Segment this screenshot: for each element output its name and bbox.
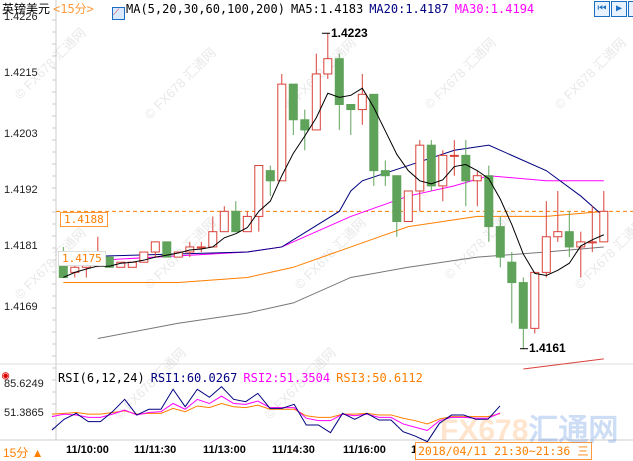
ma-header: ⟋ MA(5,20,30,60,100,200) MA5:1.4183 MA20:1.… [112,1,540,20]
low-annotation: 1.4161 [529,341,566,355]
candle-up [173,251,183,258]
y-tick-label: 1.4192 [4,183,38,196]
ma20-line [63,144,605,258]
period-label[interactable]: <15分> [53,2,94,16]
candle-up [438,154,448,187]
ref-price-label: 1.4175 [58,251,106,266]
candle-up [449,154,459,157]
candle-up [127,261,137,268]
candle-down [426,144,436,187]
candle-down [265,170,275,182]
ma-label: MA(5,20,30,60,100,200) [126,2,285,16]
first-page-icon[interactable]: ⏮ [594,1,610,17]
ma5-line [63,87,605,278]
candle-up [553,231,563,238]
candle-up [576,241,586,248]
rsi1-line [51,385,501,443]
y-tick-label: 1.4226 [4,11,38,23]
rsi2-line [51,395,501,432]
ma30-value: MA30:1.4194 [454,2,535,16]
watermark-logo: FX678汇通网 [440,414,619,447]
y-tick-label: 1.4203 [4,128,38,141]
candle-down [288,83,298,121]
y-tick-label: 1.4181 [4,239,38,252]
candle-up [415,144,425,192]
candle-down [231,210,241,233]
x-label: 11/14:30 [272,444,315,456]
watermark: © FX678 汇通网 [12,25,89,102]
x-label: 1 [411,444,417,456]
candle-up [403,190,413,223]
candle-up [357,93,367,111]
play-icon[interactable]: ▶ [611,1,627,17]
rsi3-line [51,402,501,425]
watermark: © FX678 汇通网 [552,35,629,112]
candle-down [495,226,505,258]
candle-up [150,241,160,253]
candle-up [472,175,482,182]
candle-up [242,215,252,233]
x-label: 11/10:00 [66,444,109,456]
y-tick-label: 1.4215 [4,66,38,79]
candle-down [507,261,517,284]
candle-down [461,154,471,182]
candle-down [334,58,344,105]
ma5-value: MA5:1.4183 [290,2,364,16]
watermark: © FX678 汇通网 [422,35,499,112]
candle-up [587,241,597,244]
rsi3-value: RSI3:50.6112 [336,371,423,385]
ma200-line [523,358,604,370]
rsi1-value: RSI1:60.0267 [150,371,238,385]
time-tooltip: 2018/04/11 21:30~21:36 三 [415,442,592,460]
candle-down [300,119,310,131]
candle-down [392,175,402,223]
symbol-name: 英镑美元 [2,2,51,16]
candle-down [346,103,356,111]
watermark: © FX678 汇通网 [292,215,369,292]
chart-icon[interactable]: ⟋ [112,7,125,20]
high-annotation: 1.4223 [331,26,368,40]
rsi-header: RSI(6,12,24) RSI1:60.0267 RSI2:51.3504 RSI3… [58,370,429,386]
x-label: 11/13:00 [203,444,246,456]
candle-up [219,210,229,233]
candle-up [530,271,540,329]
candle-up [311,73,321,131]
rsi2-value: RSI2:51.3504 [243,371,331,385]
rsi-tick: 51.3865 [4,407,44,419]
candle-down [484,175,494,228]
candle-down [564,231,574,248]
candle-down [518,282,528,329]
candle-up [254,165,264,217]
next-icon[interactable]: ▶ [628,1,633,17]
watermark: © FX678 汇通网 [142,45,219,122]
candle-down [162,241,172,258]
rsi-settings-icon[interactable]: ◉ [2,368,10,382]
candle-up [277,83,287,182]
ma60-line [63,210,604,284]
period-button[interactable]: 15分 ▲ [3,446,44,460]
candle-up [541,236,551,273]
candle-up [196,246,206,249]
rsi-label: RSI(6,12,24) [58,371,145,385]
x-label: 11/11:30 [134,444,177,456]
candle-up [599,210,609,243]
x-label: 11/16:00 [343,444,386,456]
y-tick-label: 1.4169 [4,300,38,313]
candle-down [380,170,390,177]
ma20-value: MA20:1.4187 [369,2,449,16]
current-price-label: 1.4188 [60,212,108,227]
candle-down [369,93,379,172]
candle-up [323,58,333,75]
candle-up [139,251,149,263]
rsi-tick: 85.6249 [4,378,44,390]
